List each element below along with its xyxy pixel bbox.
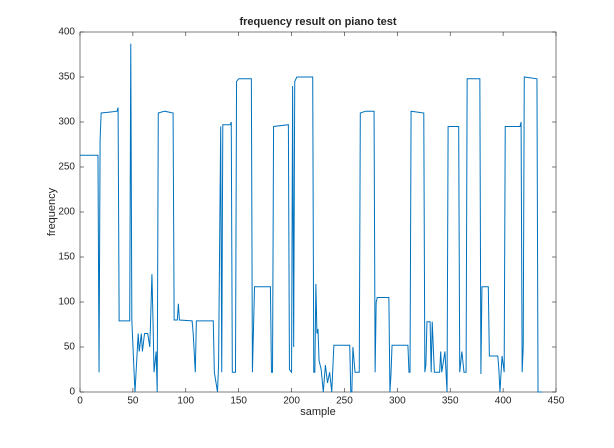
y-tick-label: 200 — [58, 207, 75, 218]
x-axis-label: sample — [300, 406, 335, 418]
y-tick-label: 400 — [58, 27, 75, 38]
data-line — [80, 43, 543, 393]
x-tick-label: 450 — [548, 396, 565, 407]
y-tick-label: 250 — [58, 162, 75, 173]
x-tick-label: 300 — [389, 396, 406, 407]
x-tick-label: 250 — [336, 396, 353, 407]
chart-title: frequency result on piano test — [239, 16, 396, 28]
x-tick-label: 400 — [495, 396, 512, 407]
x-tick-label: 150 — [230, 396, 247, 407]
y-tick-label: 300 — [58, 117, 75, 128]
x-tick-label: 350 — [442, 396, 459, 407]
x-tick-label: 50 — [127, 396, 139, 407]
x-tick-label: 0 — [77, 396, 83, 407]
y-tick-label: 100 — [58, 297, 75, 308]
y-tick-label: 350 — [58, 72, 75, 83]
y-tick-label: 0 — [69, 387, 75, 398]
y-axis-label: frequency — [46, 187, 58, 236]
y-tick-label: 50 — [64, 342, 76, 353]
x-tick-label: 100 — [177, 396, 194, 407]
x-tick-label: 200 — [283, 396, 300, 407]
y-tick-label: 150 — [58, 252, 75, 263]
